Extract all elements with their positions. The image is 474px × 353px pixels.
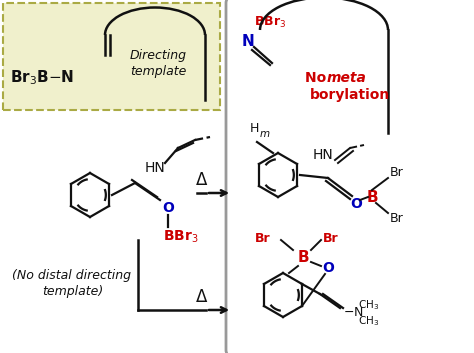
Text: CH$_3$: CH$_3$ [358, 314, 379, 328]
Text: $\Delta$: $\Delta$ [195, 171, 209, 189]
Text: CH$_3$: CH$_3$ [358, 298, 379, 312]
Text: Directing: Directing [129, 48, 186, 61]
Text: $-$N: $-$N [343, 306, 364, 319]
FancyBboxPatch shape [3, 3, 220, 110]
Text: N: N [242, 35, 255, 49]
Text: Br: Br [390, 167, 404, 179]
Text: B: B [297, 251, 309, 265]
Text: Br: Br [390, 211, 404, 225]
Text: meta: meta [327, 71, 367, 85]
Text: $\Delta$: $\Delta$ [195, 288, 209, 306]
Text: HN: HN [145, 161, 166, 175]
Text: m: m [260, 129, 270, 139]
Text: BBr$_3$: BBr$_3$ [163, 229, 199, 245]
Text: H: H [250, 121, 259, 134]
Text: B: B [366, 190, 378, 204]
Text: Br$_3$B$-$N: Br$_3$B$-$N [10, 68, 74, 87]
Text: (No distal directing: (No distal directing [12, 269, 131, 281]
Text: template: template [130, 66, 186, 78]
Text: Br: Br [323, 232, 338, 245]
Text: HN: HN [313, 148, 334, 162]
Text: Br: Br [255, 232, 271, 245]
Text: O: O [350, 197, 362, 211]
Text: template): template) [42, 285, 103, 298]
Text: No: No [305, 71, 331, 85]
Text: borylation: borylation [310, 88, 390, 102]
Text: O: O [162, 201, 174, 215]
FancyBboxPatch shape [226, 0, 474, 353]
Text: O: O [322, 261, 334, 275]
Text: BBr$_3$: BBr$_3$ [254, 14, 286, 30]
